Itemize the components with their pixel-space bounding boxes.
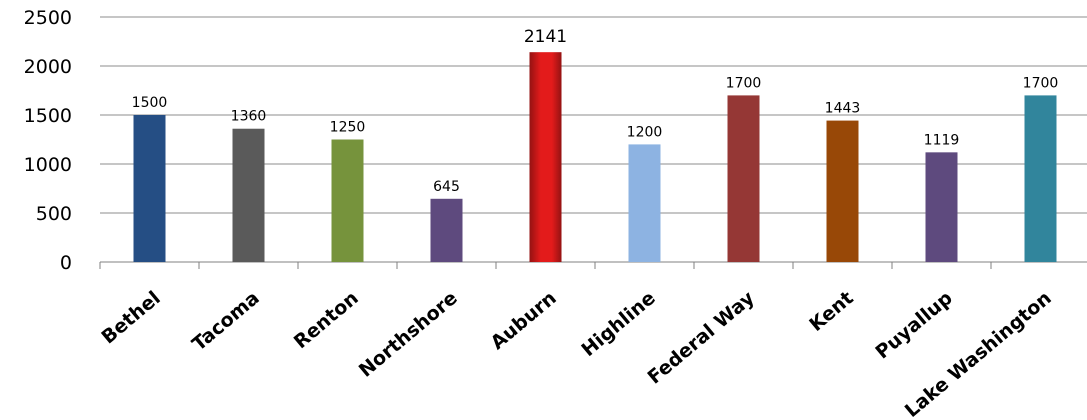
y-tick-label: 0 xyxy=(60,252,72,274)
data-label: 1700 xyxy=(726,75,762,91)
data-label: 1700 xyxy=(1023,75,1059,91)
bar-kent xyxy=(826,120,859,262)
bar-lake-washington xyxy=(1024,95,1057,263)
x-tick-label: Auburn xyxy=(487,287,561,354)
y-axis-tick-labels: 0 500 1000 1500 2000 2500 xyxy=(24,7,72,274)
data-label: 1500 xyxy=(132,95,168,111)
x-tick-label: Northshore xyxy=(355,287,462,382)
x-tick-label: Tacoma xyxy=(188,287,264,355)
data-label: 1119 xyxy=(924,132,960,148)
y-tick-label: 500 xyxy=(36,203,72,225)
bar-northshore xyxy=(430,198,463,262)
x-tick-label: Highline xyxy=(577,287,659,361)
bar-tacoma xyxy=(232,128,265,262)
y-tick-label: 2000 xyxy=(24,56,72,78)
data-label: 1360 xyxy=(231,109,267,125)
x-axis xyxy=(99,262,992,269)
bar-puyallup xyxy=(925,152,958,262)
grid-lines xyxy=(100,16,1087,263)
data-label: 1443 xyxy=(825,101,861,117)
bar-auburn xyxy=(529,52,562,262)
x-tick-label: Renton xyxy=(290,287,363,353)
y-tick-label: 1500 xyxy=(24,105,72,127)
x-tick-label: Bethel xyxy=(97,287,164,348)
x-tick-label: Federal Way xyxy=(644,287,760,389)
data-label: 2141 xyxy=(524,27,567,47)
bar-bethel xyxy=(133,115,166,262)
data-label: 1250 xyxy=(330,120,366,136)
data-label: 1200 xyxy=(627,124,663,140)
bars xyxy=(133,52,1057,263)
bar-highline xyxy=(628,144,661,262)
bar-renton xyxy=(331,139,364,262)
y-tick-label: 2500 xyxy=(24,7,72,29)
data-label: 645 xyxy=(433,179,460,195)
bar-federal-way xyxy=(727,95,760,263)
x-tick-label: Puyallup xyxy=(871,287,956,364)
x-tick-label: Kent xyxy=(805,287,857,336)
data-labels: 1500 1360 1250 645 2141 1200 1700 1443 1119 1700 xyxy=(132,27,1059,195)
y-tick-label: 1000 xyxy=(24,154,72,176)
